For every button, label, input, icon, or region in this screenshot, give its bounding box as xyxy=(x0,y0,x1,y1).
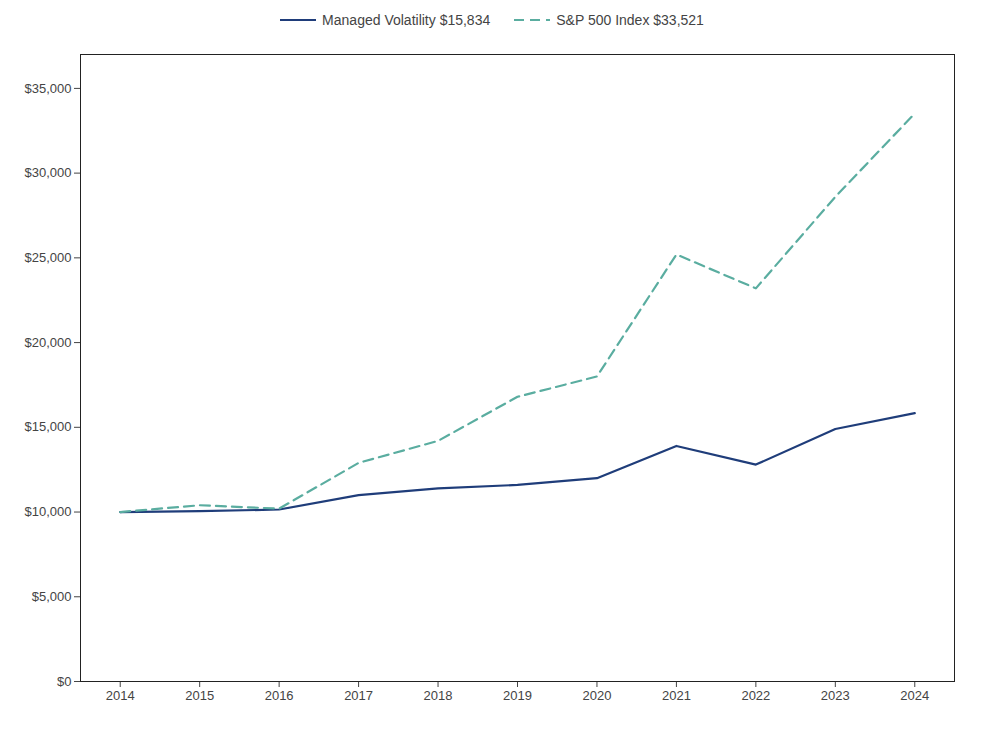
svg-text:$5,000: $5,000 xyxy=(32,589,72,604)
html-text:Managed Volatility $15,834: Managed Volatility $15,834 xyxy=(322,12,491,28)
svg-text:$10,000: $10,000 xyxy=(25,504,72,519)
svg-text:2016: 2016 xyxy=(265,688,294,703)
svg-text:2014: 2014 xyxy=(106,688,135,703)
svg-text:2024: 2024 xyxy=(900,688,929,703)
svg-text:2021: 2021 xyxy=(662,688,691,703)
svg-text:2018: 2018 xyxy=(424,688,453,703)
svg-text:2015: 2015 xyxy=(185,688,214,703)
svg-text:2020: 2020 xyxy=(582,688,611,703)
svg-text:$0: $0 xyxy=(57,674,71,689)
html-text:S&P 500 Index $33,521: S&P 500 Index $33,521 xyxy=(556,12,704,28)
svg-text:$35,000: $35,000 xyxy=(25,81,72,96)
svg-text:2023: 2023 xyxy=(821,688,850,703)
svg-text:$20,000: $20,000 xyxy=(25,335,72,350)
svg-text:$25,000: $25,000 xyxy=(25,250,72,265)
svg-text:$30,000: $30,000 xyxy=(25,165,72,180)
svg-text:2019: 2019 xyxy=(503,688,532,703)
svg-text:2017: 2017 xyxy=(344,688,373,703)
svg-text:$15,000: $15,000 xyxy=(25,419,72,434)
svg-text:2022: 2022 xyxy=(741,688,770,703)
